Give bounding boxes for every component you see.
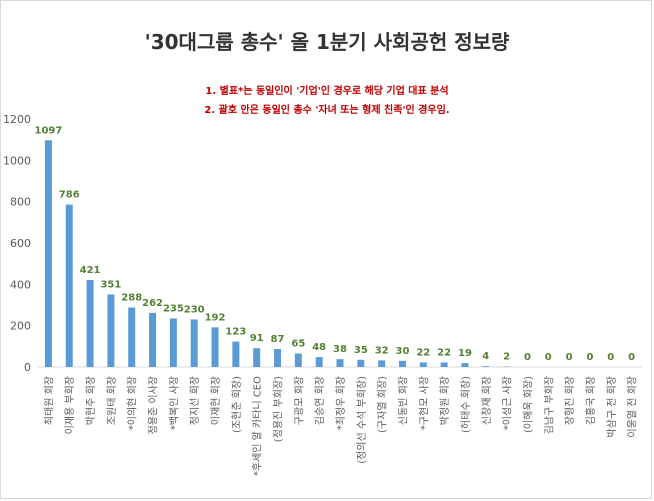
y-tick-label: 600: [10, 237, 31, 250]
x-tick-label: 신동빈 회장: [397, 376, 409, 425]
x-tick-label: 박현주 회장: [85, 376, 97, 425]
x-tick-label: (허태수 회장): [460, 376, 472, 433]
x-tick-label: (이해욱 회장): [521, 376, 534, 433]
data-label: 0: [545, 352, 552, 363]
y-tick-label: 200: [10, 320, 31, 333]
bar: [398, 360, 406, 367]
x-tick-label: *이성근 사장: [502, 376, 514, 430]
data-label: 48: [312, 342, 326, 353]
data-label: 35: [354, 345, 368, 356]
data-label: 288: [121, 292, 142, 303]
data-label: 0: [566, 352, 573, 363]
bar: [294, 353, 302, 367]
x-tick-label: 이웅열 전 회장: [627, 376, 639, 438]
bar: [107, 294, 115, 367]
x-tick-label: *백복인 사장: [168, 376, 180, 430]
x-tick-label: (조현준 회장): [231, 376, 243, 433]
bar: [128, 307, 136, 367]
x-tick-label: 이재현 회장: [210, 376, 222, 425]
data-label: 123: [225, 327, 246, 338]
y-tick-label: 1200: [3, 113, 31, 126]
bar: [419, 362, 427, 367]
x-tick-label: 구광모 회장: [293, 376, 305, 425]
bar: [440, 362, 448, 367]
x-tick-label: 최태원 회장: [43, 376, 55, 425]
x-tick-label: 신창재 회장: [481, 376, 493, 425]
y-tick-label: 0: [24, 361, 31, 374]
x-tick-label: (정의선 수석 부회장): [356, 376, 368, 464]
bar: [211, 327, 219, 367]
bar: [86, 279, 94, 367]
bar: [65, 204, 73, 367]
bar: [169, 318, 177, 367]
data-label: 0: [628, 352, 635, 363]
data-label: 4: [482, 351, 489, 362]
bar: [190, 319, 198, 367]
data-label: 22: [437, 347, 451, 358]
bar: [315, 357, 323, 367]
bar: [44, 140, 52, 367]
x-tick-label: 이재용 부회장: [64, 376, 76, 434]
bar: [378, 360, 386, 367]
data-label: 2: [503, 352, 510, 363]
bar: [357, 359, 365, 367]
data-label: 262: [142, 298, 163, 309]
bar: [232, 341, 240, 367]
data-label: 32: [375, 345, 389, 356]
x-tick-label: 박정원 회장: [439, 376, 451, 425]
x-tick-label: (정용진 부회장): [273, 376, 285, 442]
chart-title: '30대그룹 총수' 올 1분기 사회공헌 정보량: [144, 30, 510, 54]
data-label: 87: [271, 334, 285, 345]
x-tick-label: *최정우 회장: [335, 376, 347, 430]
x-tick-label: 김남구 부회장: [543, 376, 555, 434]
data-label: 0: [586, 352, 593, 363]
data-label: 421: [80, 265, 101, 276]
note-line-1: 1. 별표*는 동일인이 '기업'인 경우로 해당 기업 대표 분석: [205, 86, 449, 97]
x-tick-label: *후세인 알 카타니 CEO: [252, 376, 264, 476]
data-label: 0: [524, 352, 531, 363]
bar: [253, 348, 261, 367]
x-tick-label: 정용준 이사장: [148, 376, 160, 434]
data-label: 19: [458, 348, 472, 359]
data-label: 786: [59, 190, 80, 201]
bar: [461, 363, 469, 367]
data-label: 192: [205, 312, 226, 323]
bar: [274, 349, 282, 367]
x-tick-label: 조원태 회장: [106, 376, 118, 425]
data-label: 65: [291, 339, 305, 350]
data-label: 351: [100, 279, 121, 290]
note-line-2: 2. 괄호 안은 동일인 총수 '자녀 또는 형제 친족'인 경우임.: [204, 105, 450, 116]
data-label: 22: [416, 347, 430, 358]
y-tick-label: 1000: [3, 154, 31, 167]
x-tick-label: (구자열 회장): [377, 376, 389, 433]
bar: [149, 312, 157, 367]
data-label: 38: [333, 344, 347, 355]
data-label: 0: [607, 352, 614, 363]
x-tick-label: *이의현 회장: [127, 376, 139, 430]
x-tick-label: 장형진 회장: [564, 376, 576, 425]
data-label: 30: [396, 346, 410, 357]
bar: [482, 366, 490, 367]
x-tick-label: *구현모 사장: [418, 376, 430, 430]
y-tick-label: 400: [10, 278, 31, 291]
x-tick-label: 정지선 회장: [189, 376, 201, 425]
data-label: 91: [250, 333, 264, 344]
data-label: 230: [184, 304, 205, 315]
x-tick-label: 박삼구 전 회장: [606, 376, 618, 438]
x-tick-label: 김홍국 회장: [584, 376, 597, 425]
data-label: 235: [163, 303, 184, 314]
x-tick-label: 김승연 회장: [314, 376, 326, 425]
bar: [336, 359, 344, 367]
y-tick-label: 800: [10, 196, 31, 209]
data-label: 1097: [34, 125, 62, 136]
